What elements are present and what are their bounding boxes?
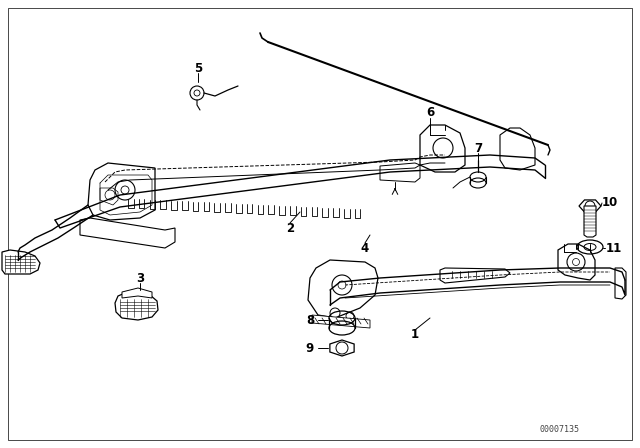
Polygon shape (584, 206, 596, 237)
Polygon shape (440, 268, 510, 283)
Polygon shape (115, 292, 158, 320)
Polygon shape (122, 288, 152, 298)
Text: 2: 2 (286, 221, 294, 234)
Text: 11: 11 (606, 241, 622, 254)
Text: 6: 6 (426, 107, 434, 120)
Text: 9: 9 (306, 341, 314, 354)
Polygon shape (558, 244, 595, 280)
Text: 7: 7 (474, 142, 482, 155)
Polygon shape (579, 200, 601, 212)
Polygon shape (2, 250, 40, 274)
Text: 4: 4 (361, 241, 369, 254)
Polygon shape (330, 340, 354, 356)
Polygon shape (312, 315, 370, 328)
Text: 8: 8 (306, 314, 314, 327)
Polygon shape (80, 218, 175, 248)
Text: 5: 5 (194, 61, 202, 74)
Text: 10: 10 (602, 197, 618, 210)
Text: 00007135: 00007135 (540, 426, 580, 435)
Text: 1: 1 (411, 328, 419, 341)
Polygon shape (308, 260, 378, 318)
Polygon shape (615, 268, 626, 299)
Text: 3: 3 (136, 271, 144, 284)
